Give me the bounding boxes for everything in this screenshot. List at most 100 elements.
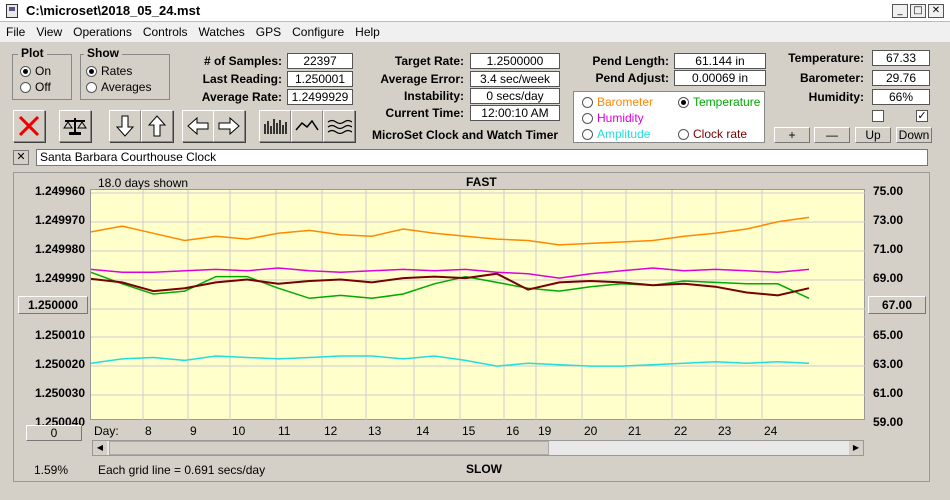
multi-line-button[interactable] — [323, 110, 355, 142]
day-label: Day: — [94, 424, 119, 438]
show-group-label: Show — [84, 46, 122, 60]
menu-bar: File View Operations Controls Watches GPS Conf… — [0, 22, 950, 42]
clear-name-button[interactable]: ✕ — [13, 150, 29, 165]
barometer-label: Barometer: — [799, 71, 864, 85]
x-tick-label: 13 — [368, 424, 382, 438]
left-tick-label: 1.250030 — [34, 386, 85, 400]
up-button[interactable]: Up — [855, 127, 891, 143]
clockrate-series-line — [90, 272, 810, 297]
up-arrow-button[interactable] — [141, 110, 173, 142]
down-arrow-button[interactable] — [109, 110, 141, 142]
balance-button[interactable] — [59, 110, 91, 142]
offset-button[interactable]: 0 — [26, 425, 82, 441]
arrow-up-icon — [147, 115, 167, 137]
menu-view[interactable]: View — [36, 25, 63, 39]
scroll-thumb[interactable] — [109, 441, 549, 455]
temperature-label: Temperature: — [788, 51, 864, 65]
show-averages-radio[interactable]: Averages — [86, 80, 151, 94]
x-tick-label: 15 — [462, 424, 476, 438]
plot-on-radio[interactable]: On — [20, 64, 51, 78]
menu-operations[interactable]: Operations — [73, 25, 132, 39]
humidity-option[interactable]: Humidity — [582, 111, 644, 125]
average-rate-field: 1.2499929 — [287, 89, 353, 105]
x-tick-label: 24 — [764, 424, 778, 438]
amplitude-series-line — [90, 355, 810, 367]
temperature-option[interactable]: Temperature — [678, 95, 760, 109]
current-time-field: 12:00:10 AM — [470, 105, 560, 121]
pend-length-field[interactable]: 61.144 in — [674, 53, 766, 69]
show-rates-radio[interactable]: Rates — [86, 64, 132, 78]
temperature-field: 67.33 — [872, 50, 930, 66]
temperature-checkbox[interactable]: ✓ — [916, 110, 928, 122]
right-tick-label: 73.00 — [873, 213, 904, 227]
radio-icon — [582, 113, 593, 125]
right-tick-label: 61.00 — [873, 386, 904, 400]
horizontal-scrollbar[interactable]: ◀ ▶ — [92, 440, 864, 456]
amplitude-option[interactable]: Amplitude — [582, 127, 650, 141]
down-button[interactable]: Down — [896, 127, 932, 143]
clockrate-option[interactable]: Clock rate — [678, 127, 747, 141]
samples-field: 22397 — [287, 53, 353, 69]
percent-label: 1.59% — [34, 463, 69, 477]
menu-gps[interactable]: GPS — [255, 25, 282, 39]
scroll-left-arrow[interactable]: ◀ — [93, 441, 107, 455]
barometer-option[interactable]: Barometer — [582, 95, 653, 109]
chart-panel — [13, 172, 930, 482]
histogram-button[interactable] — [259, 110, 291, 142]
menu-help[interactable]: Help — [355, 25, 380, 39]
stop-button[interactable] — [13, 110, 45, 142]
waves-icon — [327, 119, 352, 135]
current-temp-badge: 67.00 — [868, 296, 926, 314]
radio-icon — [582, 97, 593, 109]
menu-watches[interactable]: Watches — [198, 25, 245, 39]
show-rates-label: Rates — [101, 64, 133, 78]
scale-icon — [63, 118, 87, 135]
close-button[interactable]: ✕ — [928, 4, 944, 18]
x-tick-label: 22 — [674, 424, 688, 438]
arrow-down-icon — [115, 115, 135, 137]
sensor-select-panel: Barometer Temperature Humidity Amplitude… — [573, 91, 765, 143]
left-tick-label: 1.249980 — [34, 242, 85, 256]
instability-field: 0 secs/day — [470, 88, 560, 104]
average-error-label: Average Error: — [380, 72, 464, 86]
current-rate-badge: 1.250000 — [18, 296, 88, 314]
clock-name-field[interactable]: Santa Barbara Courthouse Clock — [36, 149, 928, 166]
days-shown: 18.0 days shown — [98, 176, 189, 190]
right-tick-label: 71.00 — [873, 242, 904, 256]
x-tick-label: 12 — [324, 424, 338, 438]
barometer-field: 29.76 — [872, 70, 930, 86]
current-time-label: Current Time: — [385, 106, 464, 120]
menu-controls[interactable]: Controls — [142, 25, 188, 39]
menu-configure[interactable]: Configure — [292, 25, 345, 39]
maximize-button[interactable]: □ — [910, 4, 926, 18]
left-tick-label: 1.250020 — [34, 357, 85, 371]
humidity-checkbox[interactable] — [872, 110, 884, 122]
last-reading-label: Last Reading: — [202, 72, 282, 86]
right-arrow-button[interactable] — [213, 110, 245, 142]
line-graph-button[interactable] — [291, 110, 323, 142]
amplitude-option-label: Amplitude — [597, 127, 651, 141]
minimize-button[interactable]: _ — [892, 4, 908, 18]
humidity-series-line — [90, 267, 810, 279]
title-bar: C:\microset\2018_05_24.mst _ □ ✕ — [0, 0, 950, 22]
menu-file[interactable]: File — [6, 25, 26, 39]
wave-icon — [295, 119, 319, 131]
grid-note: Each grid line = 0.691 secs/day — [98, 463, 266, 477]
instability-label: Instability: — [403, 89, 464, 103]
left-tick-label: 1.250010 — [34, 328, 85, 342]
plus-button[interactable]: + — [774, 127, 810, 143]
slow-label: SLOW — [466, 462, 502, 476]
chart-svg — [90, 190, 866, 421]
plot-off-radio[interactable]: Off — [20, 80, 51, 94]
x-icon — [18, 115, 40, 137]
minus-button[interactable]: — — [814, 127, 850, 143]
plot-area — [90, 189, 866, 421]
left-arrow-button[interactable] — [182, 110, 214, 142]
scroll-right-arrow[interactable]: ▶ — [849, 441, 863, 455]
pend-length-label: Pend Length: — [592, 54, 669, 68]
radio-icon — [678, 97, 689, 109]
x-tick-label: 19 — [538, 424, 552, 438]
pend-adjust-field[interactable]: 0.00069 in — [674, 70, 766, 86]
plot-off-label: Off — [35, 80, 51, 94]
target-rate-field[interactable]: 1.2500000 — [470, 53, 560, 69]
